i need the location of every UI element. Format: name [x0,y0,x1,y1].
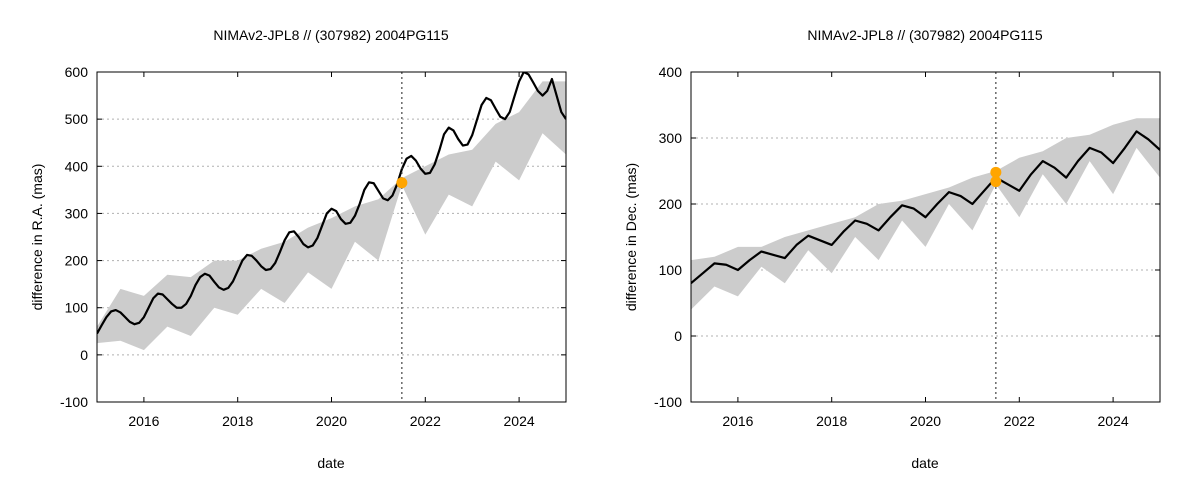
y-axis-label: difference in Dec. (mas) [623,163,639,311]
y-tick-label: 500 [65,111,89,127]
y-tick-label: -100 [654,394,682,410]
x-tick-label: 2024 [1098,413,1129,429]
x-tick-label: 2024 [504,413,535,429]
x-tick-label: 2018 [816,413,847,429]
x-tick-label: 2020 [316,413,347,429]
uncertainty-band [691,118,1160,310]
chart-title: NIMAv2-JPL8 // (307982) 2004PG115 [213,27,449,43]
observation-point [990,176,1002,188]
difference-line [691,130,1160,285]
chart-title: NIMAv2-JPL8 // (307982) 2004PG115 [807,27,1043,43]
y-axis-label: difference in R.A. (mas) [29,164,45,311]
plot-area [691,118,1160,310]
x-axis-label: date [317,455,344,471]
observation-point [396,177,408,189]
uncertainty-band [97,81,566,351]
x-tick-label: 2022 [410,413,441,429]
y-tick-label: 200 [65,253,89,269]
plot-area [97,72,566,351]
x-tick-label: 2018 [222,413,253,429]
ra-difference-chart: NIMAv2-JPL8 // (307982) 2004PG115 date d… [29,27,567,471]
x-tick-label: 2016 [128,413,159,429]
plot-frame [96,71,567,403]
y-tick-label: 0 [674,328,682,344]
y-tick-label: 400 [659,64,683,80]
observation-point [990,166,1002,178]
y-tick-label: 200 [659,196,683,212]
y-tick-label: -100 [60,394,88,410]
difference-line [97,72,566,335]
y-tick-label: 600 [65,64,89,80]
x-tick-label: 2016 [722,413,753,429]
y-tick-label: 100 [65,300,89,316]
y-tick-label: 300 [659,130,683,146]
plot-frame [690,71,1161,403]
x-axis-label: date [911,455,938,471]
x-tick-label: 2022 [1004,413,1035,429]
dec-difference-chart: NIMAv2-JPL8 // (307982) 2004PG115 date d… [623,27,1161,471]
y-tick-label: 400 [65,158,89,174]
y-tick-label: 0 [80,347,88,363]
y-tick-label: 100 [659,262,683,278]
y-tick-label: 300 [65,205,89,221]
x-tick-label: 2020 [910,413,941,429]
